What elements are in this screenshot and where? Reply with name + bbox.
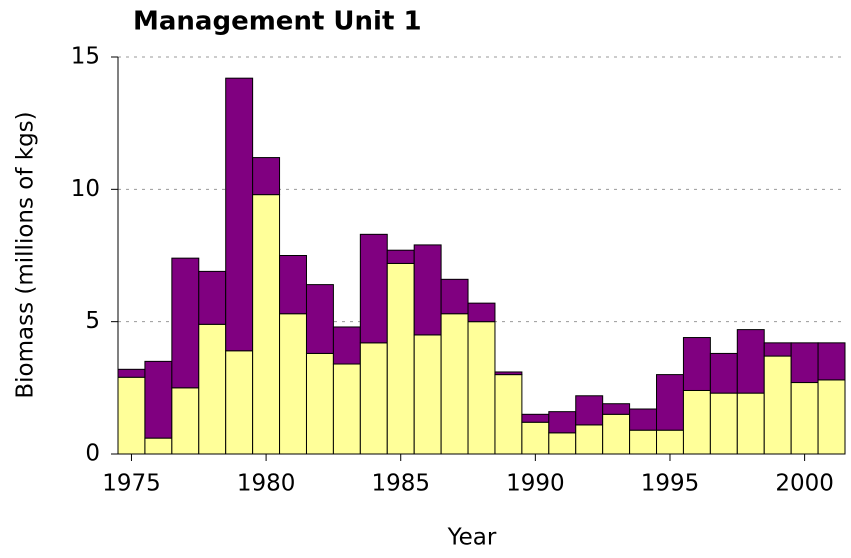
- bar-segment: [332, 363, 361, 455]
- bar-segment: [548, 432, 577, 455]
- bar-segment: [171, 257, 200, 389]
- x-tick-label: 2000: [775, 471, 834, 497]
- x-tick-label: 1980: [237, 471, 296, 497]
- bar-segment: [790, 382, 819, 455]
- bar-segment: [117, 376, 146, 455]
- bar-segment: [279, 255, 307, 315]
- bar-segment: [225, 77, 254, 352]
- bar-segment: [225, 350, 254, 455]
- bar-segment: [521, 413, 550, 423]
- bar-segment: [467, 302, 496, 323]
- bar-segment: [602, 403, 631, 415]
- bar-segment: [763, 355, 792, 455]
- bar-segment: [602, 413, 631, 455]
- bar-segment: [494, 374, 523, 455]
- bar-segment: [440, 313, 469, 455]
- bar-segment: [575, 395, 604, 426]
- bar-segment: [171, 387, 200, 455]
- x-tick-label: 1975: [102, 471, 161, 497]
- bar-segment: [575, 424, 604, 455]
- bar-segment: [709, 352, 738, 394]
- bar-segment: [763, 342, 792, 357]
- bar-segment: [198, 323, 227, 455]
- bar-segment: [386, 249, 415, 264]
- bar-segment: [548, 411, 577, 434]
- x-tick-label: 1990: [506, 471, 565, 497]
- x-axis-label: Year: [447, 525, 497, 551]
- bar-segment: [656, 429, 684, 455]
- y-tick-label: 5: [85, 308, 100, 334]
- bar-segment: [413, 334, 442, 455]
- bar-segment: [305, 284, 334, 354]
- bar-segment: [413, 244, 442, 336]
- x-tick-label: 1995: [641, 471, 700, 497]
- bar-segment: [359, 342, 388, 455]
- bar-segment: [817, 379, 846, 455]
- y-axis-label: Biomass (millions of kgs): [13, 111, 39, 398]
- y-tick-label: 10: [71, 176, 100, 202]
- bar-segment: [709, 392, 738, 455]
- bar-segment: [386, 262, 415, 455]
- bar-segment: [629, 408, 658, 431]
- bar-segment: [467, 321, 496, 455]
- bar-segment: [332, 326, 361, 365]
- bar-segment: [629, 429, 658, 455]
- y-tick-label: 15: [71, 44, 100, 70]
- bar-segment: [305, 352, 334, 455]
- bar-segment: [144, 360, 173, 439]
- bar-segment: [682, 389, 711, 455]
- bar-segment: [252, 194, 281, 455]
- bar-segment: [656, 374, 684, 431]
- bar-segment: [252, 157, 281, 196]
- y-tick-label: 0: [85, 441, 100, 467]
- bar-segment: [198, 270, 227, 325]
- bar-segment: [521, 421, 550, 455]
- bar-segment: [440, 278, 469, 315]
- bar-segment: [144, 437, 173, 455]
- bar-segment: [817, 342, 846, 381]
- bar-segment: [359, 233, 388, 344]
- bar-segment: [682, 337, 711, 391]
- bar-segment: [790, 342, 819, 384]
- bar-segment: [736, 392, 765, 455]
- bar-segment: [279, 313, 307, 455]
- bar-segment: [117, 368, 146, 378]
- bar-segment: [736, 329, 765, 394]
- chart-title: Management Unit 1: [133, 7, 422, 37]
- bar-segment: [494, 371, 523, 376]
- x-tick-label: 1985: [371, 471, 430, 497]
